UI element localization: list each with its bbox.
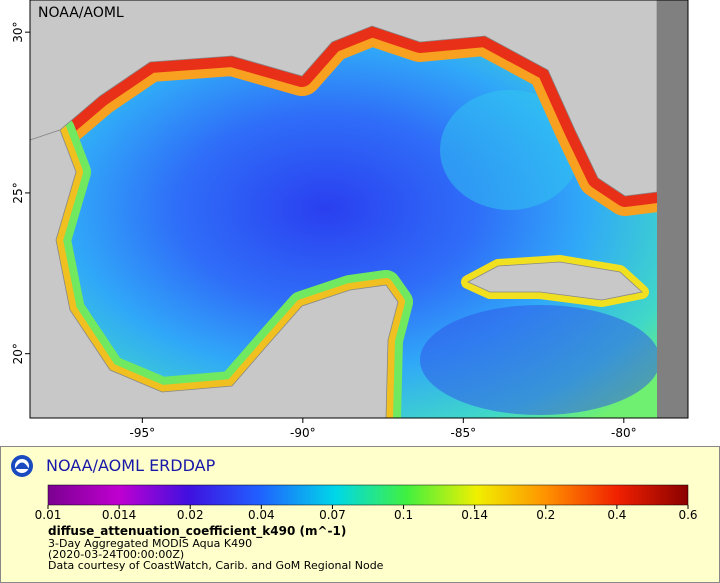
colorbar-tick-label: 0.07 — [319, 508, 346, 522]
colorbar-tick-label: 0.2 — [536, 508, 555, 522]
y-tick-label: 20° — [11, 343, 25, 364]
colorbar-tick-label: 0.02 — [177, 508, 204, 522]
x-tick-label: -95° — [130, 426, 156, 440]
y-tick-label: 25° — [11, 182, 25, 203]
noaa-logo — [11, 455, 33, 477]
colorbar-tick-label: 0.6 — [678, 508, 697, 522]
legend-line: (2020-03-24T00:00:00Z) — [48, 548, 184, 561]
x-tick-label: -80° — [611, 426, 637, 440]
legend-line: Data courtesy of CoastWatch, Carib. and … — [48, 559, 384, 572]
x-tick-label: -85° — [451, 426, 477, 440]
map-frame — [29, 0, 689, 419]
colorbar-tick-label: 0.01 — [35, 508, 62, 522]
variable-name: diffuse_attenuation_coefficient_k490 (m^… — [48, 524, 346, 539]
colorbar — [47, 484, 689, 506]
legend-title: NOAA/AOML ERDDAP — [46, 456, 216, 475]
colorbar-tick-label: 0.1 — [394, 508, 413, 522]
map-area — [30, 0, 688, 418]
map-label: NOAA/AOML — [38, 5, 124, 21]
colorbar-tick-label: 0.04 — [248, 508, 275, 522]
ocean-shade — [440, 90, 580, 210]
colorbar-tick-label: 0.014 — [102, 508, 136, 522]
colorbar-tick-label: 0.4 — [607, 508, 626, 522]
y-tick-label: 30° — [11, 22, 25, 43]
legend-line: 3-Day Aggregated MODIS Aqua K490 — [48, 537, 252, 550]
x-tick-label: -90° — [290, 426, 316, 440]
no-data-strip — [657, 0, 688, 418]
legend-panel — [0, 446, 720, 583]
colorbar-tick-label: 0.14 — [461, 508, 488, 522]
ocean-shade — [420, 305, 660, 415]
